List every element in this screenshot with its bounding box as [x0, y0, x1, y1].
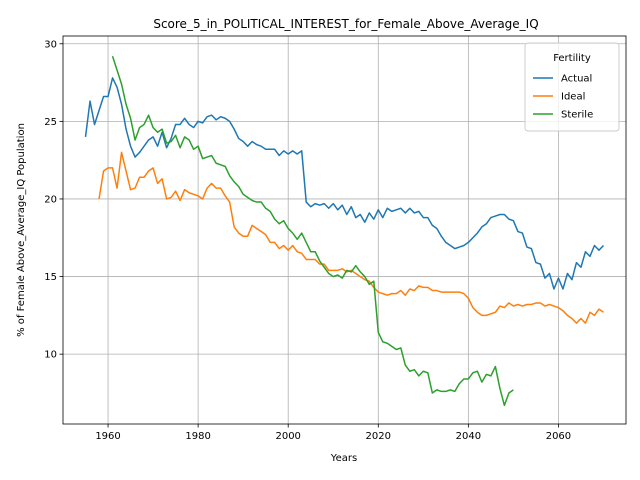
x-axis-label: Years [330, 453, 357, 464]
x-axis-ticks: 1960 1980 2000 2020 2040 2060 [95, 424, 571, 442]
series-line-actual [84, 77, 605, 290]
x-tick-label: 1960 [95, 431, 120, 442]
y-tick-label: 20 [44, 194, 57, 205]
legend-title: Fertility [553, 53, 591, 64]
y-tick-label: 10 [44, 350, 57, 361]
legend-label-actual: Actual [561, 74, 592, 85]
chart-title: Score_5_in_POLITICAL_INTEREST_for_Female… [153, 17, 538, 31]
legend-label-ideal: Ideal [561, 92, 585, 103]
legend-box [524, 42, 620, 132]
y-tick-label: 15 [44, 272, 57, 283]
x-tick-label: 2000 [275, 431, 300, 442]
y-tick-label: 30 [44, 39, 57, 50]
series-line-sterile [111, 55, 514, 407]
y-axis-label: % of Female Above_Average_IQ Population [16, 123, 27, 337]
x-tick-label: 2060 [546, 431, 571, 442]
plot-frame [62, 35, 627, 425]
x-tick-label: 2040 [456, 431, 481, 442]
series-lines [84, 55, 605, 407]
legend: Fertility Actual Ideal Sterile [524, 42, 620, 132]
y-axis-ticks: 10 15 20 25 30 [44, 39, 63, 361]
legend-items: Actual Ideal Sterile [533, 74, 593, 121]
y-tick-label: 25 [44, 117, 57, 128]
x-tick-label: 2020 [366, 431, 391, 442]
legend-label-sterile: Sterile [561, 110, 593, 121]
x-tick-label: 1980 [185, 431, 210, 442]
series-line-ideal [98, 151, 604, 324]
